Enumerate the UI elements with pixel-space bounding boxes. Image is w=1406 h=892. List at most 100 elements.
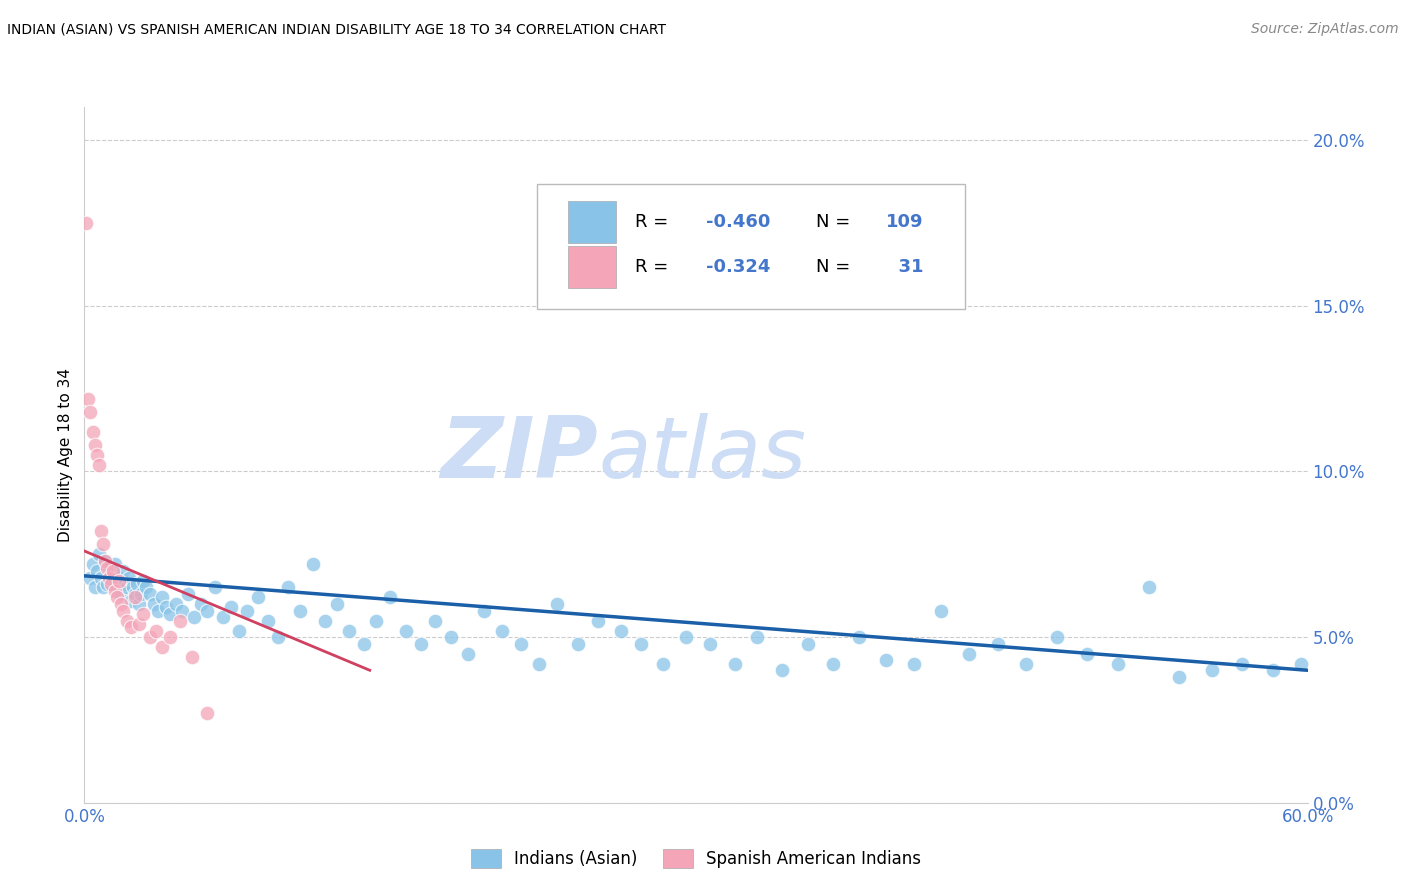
Point <box>509 637 531 651</box>
Point <box>409 637 432 651</box>
Point <box>82 425 104 439</box>
Point <box>267 630 290 644</box>
Point <box>586 614 609 628</box>
Point <box>609 624 631 638</box>
Point <box>105 591 128 605</box>
Point <box>87 458 110 472</box>
Bar <box>568 246 616 288</box>
Point <box>195 604 218 618</box>
Point <box>124 587 146 601</box>
Point <box>747 630 769 644</box>
FancyBboxPatch shape <box>537 184 965 309</box>
Point <box>472 604 495 618</box>
Point <box>204 581 226 595</box>
Point <box>159 607 181 621</box>
Point <box>90 524 112 538</box>
Point <box>797 637 820 651</box>
Point <box>172 604 194 618</box>
Point <box>146 604 169 618</box>
Point <box>228 624 250 638</box>
Point <box>1261 663 1284 677</box>
Point <box>87 547 110 561</box>
Text: 31: 31 <box>886 258 924 276</box>
Point <box>567 637 589 651</box>
Point <box>1291 657 1313 671</box>
Point <box>219 600 242 615</box>
Point <box>1168 670 1191 684</box>
Text: ZIP: ZIP <box>440 413 598 497</box>
Point <box>150 640 173 654</box>
Point <box>423 614 446 628</box>
Point <box>236 604 259 618</box>
Point <box>364 614 387 628</box>
Point <box>314 614 336 628</box>
Point <box>395 624 418 638</box>
Point <box>110 597 132 611</box>
Y-axis label: Disability Age 18 to 34: Disability Age 18 to 34 <box>58 368 73 542</box>
Point <box>491 624 513 638</box>
Point <box>177 587 200 601</box>
Point <box>821 657 844 671</box>
Point <box>96 560 118 574</box>
Bar <box>568 201 616 243</box>
Point <box>929 604 952 618</box>
Point <box>101 564 124 578</box>
Point <box>127 577 149 591</box>
Point <box>91 537 114 551</box>
Point <box>546 597 568 611</box>
Point <box>112 604 135 618</box>
Point <box>120 620 142 634</box>
Point <box>1076 647 1098 661</box>
Text: INDIAN (ASIAN) VS SPANISH AMERICAN INDIAN DISABILITY AGE 18 TO 34 CORRELATION CH: INDIAN (ASIAN) VS SPANISH AMERICAN INDIA… <box>7 22 666 37</box>
Point <box>108 574 131 588</box>
Point <box>115 614 138 628</box>
Point <box>86 564 108 578</box>
Point <box>457 647 479 661</box>
Point <box>118 570 141 584</box>
Point <box>195 706 218 721</box>
Text: Source: ZipAtlas.com: Source: ZipAtlas.com <box>1251 22 1399 37</box>
Point <box>91 581 114 595</box>
Point <box>112 564 135 578</box>
Point <box>135 581 157 595</box>
Legend: Indians (Asian), Spanish American Indians: Indians (Asian), Spanish American Indian… <box>464 842 928 874</box>
Point <box>1046 630 1069 644</box>
Point <box>90 570 112 584</box>
Point <box>96 577 118 591</box>
Point <box>100 577 122 591</box>
Point <box>138 587 160 601</box>
Point <box>257 614 280 628</box>
Point <box>159 630 181 644</box>
Point <box>114 577 136 591</box>
Point <box>246 591 269 605</box>
Point <box>145 624 167 638</box>
Point <box>903 657 925 671</box>
Point <box>110 587 132 601</box>
Point <box>183 610 205 624</box>
Point <box>86 448 108 462</box>
Point <box>326 597 349 611</box>
Point <box>104 583 127 598</box>
Point <box>1232 657 1254 671</box>
Point <box>181 650 204 665</box>
Point <box>165 597 187 611</box>
Point <box>1107 657 1129 671</box>
Point <box>79 405 101 419</box>
Point <box>848 630 870 644</box>
Point <box>875 653 897 667</box>
Point <box>132 574 155 588</box>
Text: N =: N = <box>815 258 856 276</box>
Point <box>124 591 146 605</box>
Point <box>277 581 299 595</box>
Point <box>675 630 697 644</box>
Point <box>79 570 101 584</box>
Point <box>724 657 747 671</box>
Point <box>339 624 361 638</box>
Point <box>93 554 117 568</box>
Point <box>104 558 127 572</box>
Text: 109: 109 <box>886 213 924 231</box>
Text: N =: N = <box>815 213 856 231</box>
Point <box>353 637 375 651</box>
Point <box>83 438 105 452</box>
Point <box>97 560 120 574</box>
